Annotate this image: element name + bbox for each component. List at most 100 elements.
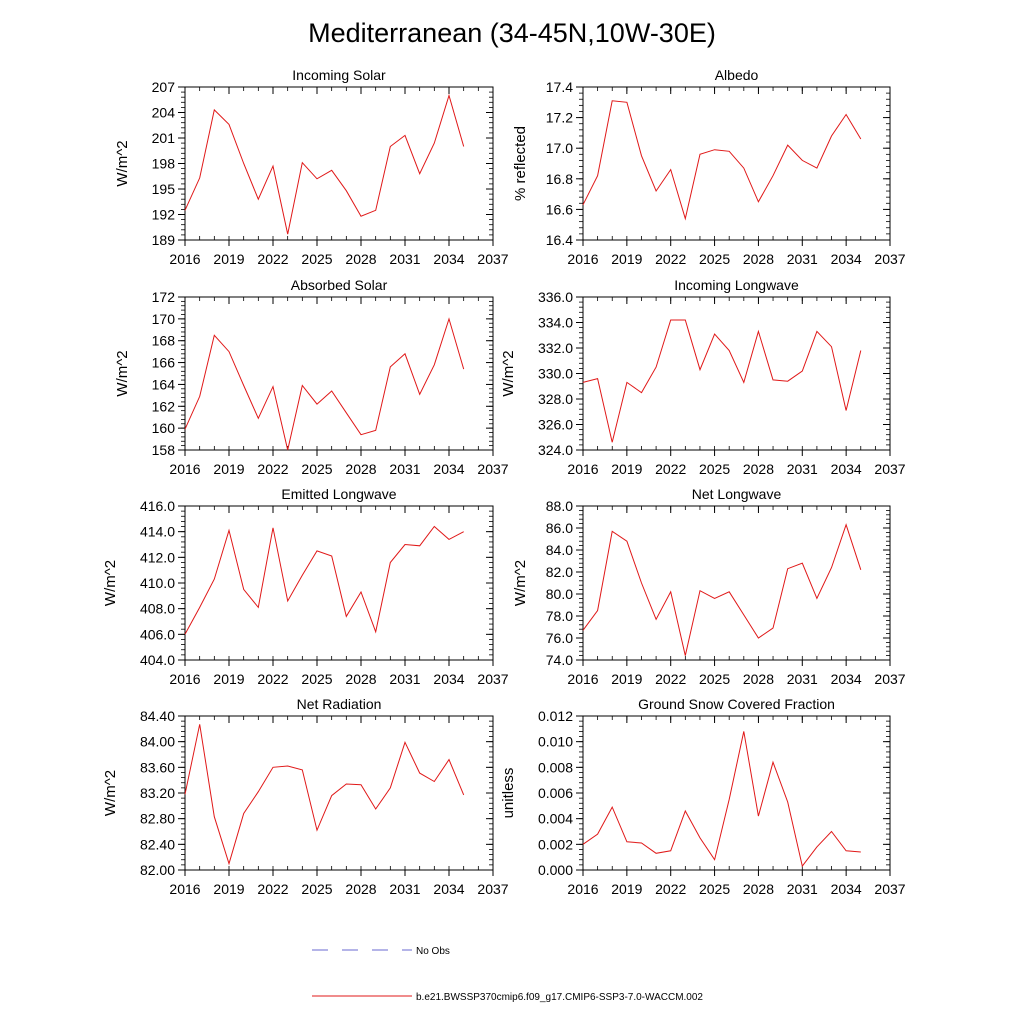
y-tick-label: 74.0 bbox=[546, 652, 573, 668]
x-tick-label: 2025 bbox=[301, 251, 332, 267]
plot-frame bbox=[184, 86, 494, 241]
x-tick-label: 2037 bbox=[874, 881, 905, 897]
y-axis-label: W/m^2 bbox=[114, 350, 131, 396]
x-tick-label: 2022 bbox=[257, 881, 288, 897]
y-tick-label: 404.0 bbox=[140, 652, 175, 668]
y-tick-label: 189 bbox=[152, 232, 176, 248]
x-tick-label: 2016 bbox=[169, 881, 200, 897]
x-tick-label: 2019 bbox=[213, 461, 244, 477]
x-tick-label: 2031 bbox=[389, 881, 420, 897]
y-tick-label: 192 bbox=[152, 207, 176, 223]
y-tick-label: 162 bbox=[152, 398, 176, 414]
y-tick-label: 334.0 bbox=[538, 315, 573, 331]
series-line bbox=[582, 523, 862, 656]
panel-3: 2016 2019 2022 2025 2028 2031 2034 2037 158 160 16… bbox=[114, 277, 509, 477]
series-line bbox=[184, 724, 465, 866]
y-tick-label: 0.000 bbox=[538, 862, 573, 878]
y-tick-label: 76.0 bbox=[546, 630, 573, 646]
x-tick-label: 2022 bbox=[655, 881, 686, 897]
x-tick-label: 2016 bbox=[169, 671, 200, 687]
series-line bbox=[582, 319, 862, 443]
y-tick-label: 0.008 bbox=[538, 759, 573, 775]
y-tick-label: 82.00 bbox=[140, 862, 175, 878]
series-line bbox=[582, 100, 862, 221]
x-tick-label: 2031 bbox=[787, 671, 818, 687]
figure-title: Mediterranean (34-45N,10W-30E) bbox=[308, 18, 716, 48]
x-tick-label: 2025 bbox=[301, 461, 332, 477]
x-tick-label: 2019 bbox=[611, 671, 642, 687]
x-tick-label: 2028 bbox=[345, 881, 376, 897]
y-tick-label: 326.0 bbox=[538, 417, 573, 433]
x-tick-label: 2031 bbox=[787, 251, 818, 267]
y-tick-label: 84.0 bbox=[546, 542, 573, 558]
y-axis-label: unitless bbox=[500, 768, 517, 819]
y-axis-label: W/m^2 bbox=[114, 140, 131, 186]
x-tick-label: 2028 bbox=[743, 461, 774, 477]
y-tick-label: 86.0 bbox=[546, 520, 573, 536]
x-tick-label: 2037 bbox=[477, 251, 508, 267]
panel-7: 2016 2019 2022 2025 2028 2031 2034 2037 82.00 82.… bbox=[102, 696, 509, 897]
y-tick-label: 412.0 bbox=[140, 549, 175, 565]
y-tick-label: 168 bbox=[152, 333, 176, 349]
x-tick-label: 2034 bbox=[433, 461, 464, 477]
y-tick-label: 0.010 bbox=[538, 734, 573, 750]
y-axis-label: W/m^2 bbox=[500, 350, 517, 396]
y-tick-label: 414.0 bbox=[140, 524, 175, 540]
plot-frame bbox=[184, 296, 494, 451]
x-tick-label: 2019 bbox=[213, 251, 244, 267]
panel-2: 2016 2019 2022 2025 2028 2031 2034 2037 16.4 16.6… bbox=[512, 67, 906, 267]
y-axis-label: % reflected bbox=[512, 126, 529, 201]
panel-grid: 2016 2019 2022 2025 2028 2031 2034 2037 189 192 19… bbox=[102, 67, 906, 897]
x-tick-label: 2019 bbox=[611, 881, 642, 897]
y-tick-label: 84.40 bbox=[140, 708, 175, 724]
plot-frame bbox=[582, 715, 891, 871]
panel-5: 2016 2019 2022 2025 2028 2031 2034 2037 404.0 406… bbox=[102, 486, 509, 687]
x-tick-label: 2025 bbox=[301, 881, 332, 897]
y-tick-label: 16.8 bbox=[546, 171, 573, 187]
plot-frame bbox=[582, 505, 891, 661]
plot-frame bbox=[184, 505, 494, 661]
x-tick-label: 2025 bbox=[699, 461, 730, 477]
x-tick-label: 2022 bbox=[655, 251, 686, 267]
x-tick-label: 2034 bbox=[433, 671, 464, 687]
x-tick-label: 2037 bbox=[477, 881, 508, 897]
x-tick-label: 2031 bbox=[389, 671, 420, 687]
y-tick-label: 160 bbox=[152, 420, 176, 436]
panel-8: 2016 2019 2022 2025 2028 2031 2034 2037 0.000 0.0… bbox=[500, 696, 906, 897]
legend: No Obs b.e21.BWSSP370cmip6.f09_g17.CMIP6… bbox=[312, 946, 703, 1003]
series-line bbox=[184, 93, 465, 235]
y-tick-label: 207 bbox=[152, 79, 176, 95]
x-tick-label: 2028 bbox=[345, 461, 376, 477]
y-tick-label: 0.004 bbox=[538, 811, 573, 827]
y-tick-label: 324.0 bbox=[538, 442, 573, 458]
panel-title: Albedo bbox=[715, 67, 759, 83]
panel-4: 2016 2019 2022 2025 2028 2031 2034 2037 324.0 326… bbox=[500, 277, 906, 477]
x-tick-label: 2034 bbox=[433, 881, 464, 897]
y-axis-label: W/m^2 bbox=[102, 770, 119, 816]
y-tick-label: 78.0 bbox=[546, 608, 573, 624]
panel-title: Net Longwave bbox=[692, 486, 782, 502]
x-tick-label: 2016 bbox=[567, 671, 598, 687]
x-tick-label: 2016 bbox=[169, 461, 200, 477]
legend-obs-label: No Obs bbox=[416, 946, 450, 957]
y-tick-label: 198 bbox=[152, 156, 176, 172]
x-tick-label: 2025 bbox=[699, 251, 730, 267]
x-tick-label: 2028 bbox=[743, 251, 774, 267]
panel-1: 2016 2019 2022 2025 2028 2031 2034 2037 189 192 19… bbox=[114, 67, 509, 267]
y-tick-label: 410.0 bbox=[140, 575, 175, 591]
y-tick-label: 164 bbox=[152, 376, 176, 392]
x-tick-label: 2028 bbox=[345, 251, 376, 267]
y-tick-label: 83.20 bbox=[140, 785, 175, 801]
x-tick-label: 2016 bbox=[567, 251, 598, 267]
x-tick-label: 2037 bbox=[477, 461, 508, 477]
x-tick-label: 2028 bbox=[743, 881, 774, 897]
y-tick-label: 336.0 bbox=[538, 289, 573, 305]
x-tick-label: 2034 bbox=[433, 251, 464, 267]
y-tick-label: 88.0 bbox=[546, 498, 573, 514]
y-tick-label: 82.40 bbox=[140, 836, 175, 852]
x-tick-label: 2022 bbox=[257, 251, 288, 267]
y-tick-label: 80.0 bbox=[546, 586, 573, 602]
y-tick-label: 82.0 bbox=[546, 564, 573, 580]
panel-title: Incoming Solar bbox=[292, 67, 386, 83]
x-tick-label: 2028 bbox=[743, 671, 774, 687]
